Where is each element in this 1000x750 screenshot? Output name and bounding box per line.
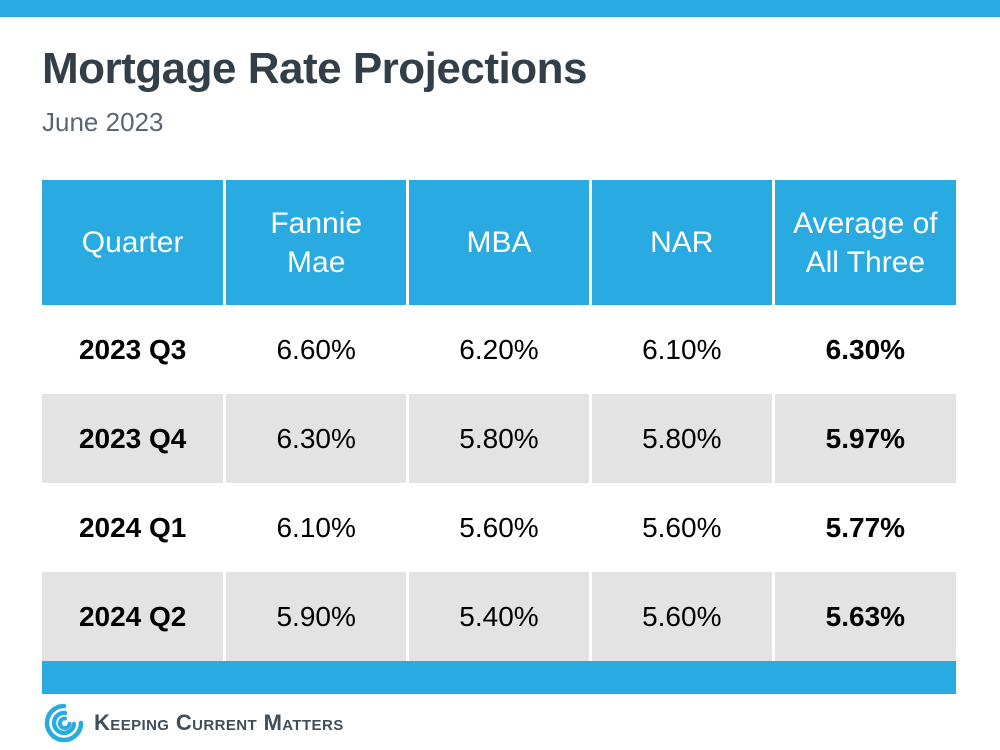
- cell-quarter: 2024 Q1: [42, 483, 227, 572]
- column-header-fannie-mae: Fannie Mae: [224, 180, 410, 305]
- column-header-mba: MBA: [407, 180, 592, 305]
- column-header-quarter: Quarter: [42, 180, 227, 305]
- cell-average: 5.77%: [825, 511, 906, 543]
- brand-logo-text: Keeping Current Matters: [94, 710, 344, 735]
- cell-quarter: 2024 Q2: [42, 572, 227, 661]
- page-subtitle: June 2023: [42, 107, 164, 137]
- cell-quarter: 2023 Q4: [42, 394, 227, 483]
- top-accent-bar: [0, 0, 1000, 17]
- cell-nar: 5.60%: [590, 572, 775, 661]
- cell-average: 6.30%: [825, 333, 906, 365]
- brand-logo: Keeping Current Matters: [44, 703, 956, 743]
- page-title: Mortgage Rate Projections: [42, 44, 587, 93]
- table-footer-accent-bar: [42, 661, 956, 694]
- table-header-row: Quarter Fannie Mae MBA NAR Average of Al…: [42, 180, 956, 305]
- table-row: 2024 Q2 5.90% 5.40% 5.60% 5.63%: [42, 572, 956, 661]
- cell-mba: 5.40%: [407, 572, 592, 661]
- cell-mba: 5.80%: [407, 394, 592, 483]
- cell-fannie-mae: 6.10%: [224, 483, 410, 572]
- cell-average: 5.63%: [773, 572, 956, 661]
- cell-quarter: 2023 Q3: [42, 305, 227, 394]
- cell-nar: 5.80%: [590, 394, 775, 483]
- cell-fannie-mae: 5.90%: [224, 572, 410, 661]
- mortgage-rate-projections-table: Quarter Fannie Mae MBA NAR Average of Al…: [42, 180, 956, 694]
- cell-fannie-mae: 6.60%: [224, 305, 410, 394]
- cell-nar: 6.10%: [590, 305, 775, 394]
- column-header-nar: NAR: [590, 180, 775, 305]
- cell-fannie-mae: 6.30%: [224, 394, 410, 483]
- slide-content: Mortgage Rate Projections June 2023 Quar…: [0, 47, 1000, 743]
- cell-mba: 6.20%: [407, 305, 592, 394]
- cell-mba: 5.60%: [407, 483, 592, 572]
- kcm-swirl-icon: [44, 703, 84, 743]
- table-row: 2023 Q4 6.30% 5.80% 5.80% 5.97%: [42, 394, 956, 483]
- table-row: 2023 Q3 6.60% 6.20% 6.10% 6.30%: [42, 305, 956, 394]
- cell-nar: 5.60%: [590, 483, 775, 572]
- cell-average: 5.97%: [773, 394, 956, 483]
- column-header-average: Average of All Three: [773, 180, 956, 305]
- table-row: 2024 Q1 6.10% 5.60% 5.60% 5.77%: [42, 483, 956, 572]
- table-footer-row: [42, 661, 956, 694]
